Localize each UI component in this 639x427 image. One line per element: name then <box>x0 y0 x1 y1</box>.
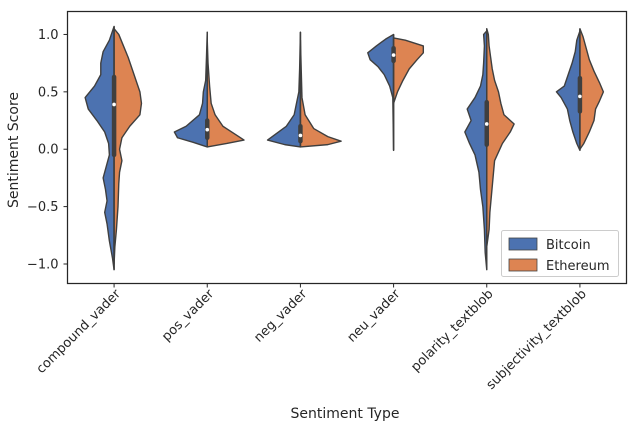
x-tick-label: neg_vader <box>251 286 310 345</box>
y-tick-label: −1.0 <box>27 257 59 272</box>
legend-swatch-ethereum <box>508 258 538 272</box>
y-tick-label: 1.0 <box>38 28 59 43</box>
x-tick-label: pos_vader <box>159 286 217 344</box>
y-tick-label: −0.5 <box>27 200 59 215</box>
violin-ethereum-subjectivity_textblob <box>579 28 605 150</box>
violin-ethereum-pos_vader <box>206 39 245 148</box>
violins-layer <box>84 25 605 271</box>
y-tick-label: 0.0 <box>38 143 59 158</box>
violin-ethereum-compound_vader <box>113 28 143 265</box>
median-dot-polarity_textblob <box>484 122 489 126</box>
y-axis-ticks: −1.0 −0.5 0.0 0.5 1.0 <box>27 28 68 272</box>
legend-label-bitcoin: Bitcoin <box>546 238 591 253</box>
x-axis-label: Sentiment Type <box>291 406 400 422</box>
violin-ethereum-neu_vader <box>392 37 425 105</box>
x-tick-label: subjectivity_textblob <box>484 287 590 393</box>
median-dot-neu_vader <box>391 53 396 57</box>
plot-frame <box>66 10 628 285</box>
violin-bitcoin-neu_vader <box>367 33 395 152</box>
median-dot-neg_vader <box>298 133 303 138</box>
legend-label-ethereum: Ethereum <box>546 259 610 274</box>
median-dot-pos_vader <box>205 127 210 132</box>
violin-bitcoin-pos_vader <box>173 31 208 148</box>
violin-bitcoin-polarity_textblob <box>464 30 488 271</box>
median-dot-compound_vader <box>112 102 116 107</box>
legend: Bitcoin Ethereum <box>501 230 619 277</box>
violin-bitcoin-neg_vader <box>266 31 302 148</box>
median-dot-subjectivity_textblob <box>578 94 582 99</box>
x-tick-label: neu_vader <box>345 286 404 345</box>
legend-swatch-bitcoin <box>508 237 538 251</box>
violin-ethereum-neg_vader <box>299 39 342 148</box>
violin-ethereum-polarity_textblob <box>486 28 515 248</box>
y-axis-label: Sentiment Score <box>6 92 22 208</box>
violin-bitcoin-compound_vader <box>84 25 115 271</box>
x-axis-ticks: compound_vader pos_vader neg_vader neu_vade… <box>34 283 590 393</box>
violin-bitcoin-subjectivity_textblob <box>555 30 581 152</box>
x-tick-label: polarity_textblob <box>408 287 496 375</box>
x-tick-label: compound_vader <box>34 286 125 377</box>
y-tick-label: 0.5 <box>38 85 59 100</box>
